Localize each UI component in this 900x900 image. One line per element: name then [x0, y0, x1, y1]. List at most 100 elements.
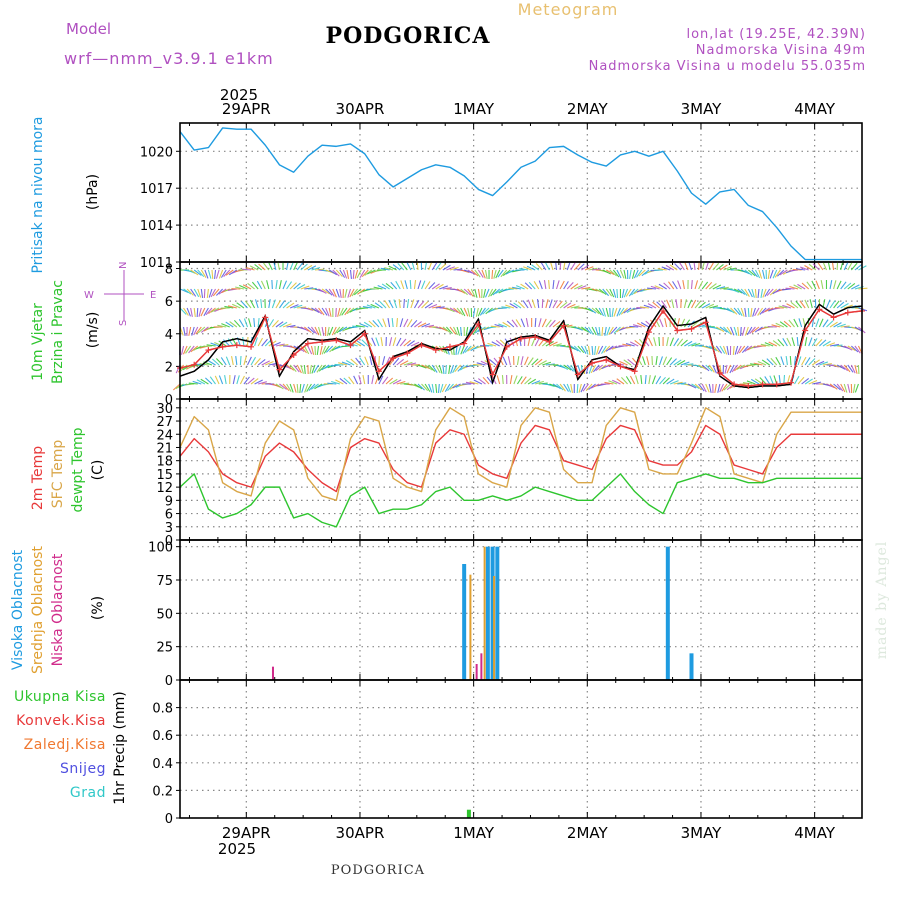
wind-vector	[218, 340, 227, 347]
wind-ytick-label-1: 6	[165, 295, 173, 310]
wind-vector	[346, 307, 355, 315]
wind-vector	[782, 304, 792, 309]
wind-vector	[206, 344, 216, 347]
wind-vector	[403, 318, 409, 328]
wind-vector	[268, 299, 271, 309]
wind-side-label: 10m Vjetar Brzina i Pravac (m/s) W E N S	[30, 262, 156, 384]
wind-vector	[275, 321, 284, 328]
wind-vector	[591, 268, 602, 271]
wind-vector	[214, 341, 223, 347]
wind-vector	[279, 321, 288, 328]
wind-vector	[229, 321, 238, 328]
wind-vector	[627, 358, 636, 366]
wind-vector	[595, 288, 604, 294]
wind-vector	[517, 301, 525, 309]
wind-vector	[815, 280, 820, 290]
wind-vector	[482, 307, 490, 315]
wind-vector	[403, 339, 412, 347]
wind-vector	[382, 318, 387, 328]
wind-vector	[289, 261, 294, 271]
wind-vector	[456, 307, 464, 316]
wind-vector	[701, 364, 710, 372]
wind-vector	[300, 364, 304, 374]
wind-vector	[625, 342, 635, 347]
wind-vector	[467, 345, 476, 352]
wind-vector	[431, 364, 438, 373]
wind-vector	[520, 376, 527, 385]
wind-vector	[726, 364, 732, 374]
bottom-day-5: 4MAY	[794, 824, 836, 842]
wind-vector	[185, 383, 195, 386]
wind-vector	[282, 301, 290, 309]
wind-dir-marker	[759, 381, 766, 388]
wind-vector	[623, 269, 627, 279]
wind-vector	[833, 280, 837, 290]
top-day-1: 30APR	[336, 100, 385, 118]
wind-vector	[414, 383, 423, 390]
wind-vector	[355, 357, 362, 366]
wind-vector	[619, 360, 628, 366]
temperature-line-0	[179, 424, 862, 493]
wind-vector	[747, 307, 750, 318]
wind-vector	[349, 288, 355, 298]
wind-vector	[724, 364, 728, 374]
wind-vector	[467, 269, 476, 276]
wind-vector	[844, 304, 853, 309]
wind-vector	[523, 266, 532, 271]
wind-vector	[343, 377, 351, 385]
wind-vector	[650, 285, 660, 290]
wind-vector	[304, 264, 313, 271]
wind-vector	[588, 307, 597, 314]
wind-dir-marker	[475, 320, 482, 327]
wind-vector	[786, 337, 792, 347]
wind-vector	[242, 284, 252, 290]
wind-vector	[314, 326, 320, 336]
wind-vector	[254, 379, 263, 385]
wind-vector	[396, 317, 399, 328]
wind-vector	[815, 360, 825, 366]
wind-vector	[311, 307, 320, 313]
wind-vector	[524, 282, 533, 290]
wind-vector	[442, 264, 451, 271]
wind-vector	[501, 374, 504, 385]
wind-vector	[421, 364, 430, 370]
wind-vector	[207, 359, 216, 366]
wind-vector	[556, 383, 564, 391]
wind-vector	[254, 337, 258, 347]
wind-vector	[482, 376, 490, 385]
wind-vector	[248, 318, 252, 328]
wind-vector	[233, 319, 241, 328]
wind-vector	[522, 300, 529, 309]
wind-vector	[605, 288, 613, 297]
compass-n: N	[118, 262, 129, 269]
wind-vector	[840, 281, 847, 290]
wind-vector	[716, 326, 725, 333]
wind-vector	[439, 285, 448, 290]
wind-vector	[435, 283, 444, 290]
wind-vector	[527, 378, 537, 385]
wind-vector	[271, 299, 276, 309]
wind-vector	[808, 263, 817, 271]
wind-vector	[328, 326, 334, 336]
wind-vector	[598, 326, 601, 337]
wind-vector	[306, 383, 312, 392]
wind-vector	[318, 288, 327, 294]
wind-vector	[534, 337, 540, 347]
wind-vector	[413, 280, 417, 290]
wind-vector	[636, 269, 643, 278]
wind-vector	[665, 264, 675, 271]
wind-vector	[231, 303, 241, 309]
wind-vector	[486, 376, 494, 385]
wind-vector	[764, 342, 774, 347]
wind-vector	[621, 377, 628, 385]
wind-dir-marker	[276, 366, 283, 373]
wind-vector	[467, 288, 474, 297]
wind-vector	[545, 319, 552, 328]
wind-vector	[257, 317, 260, 328]
wind-vector	[218, 288, 227, 295]
wind-vector	[578, 383, 582, 393]
wind-vector	[751, 326, 760, 333]
wind-dir-marker	[830, 314, 837, 321]
wind-vector	[540, 262, 547, 271]
wind-vector	[417, 383, 425, 391]
